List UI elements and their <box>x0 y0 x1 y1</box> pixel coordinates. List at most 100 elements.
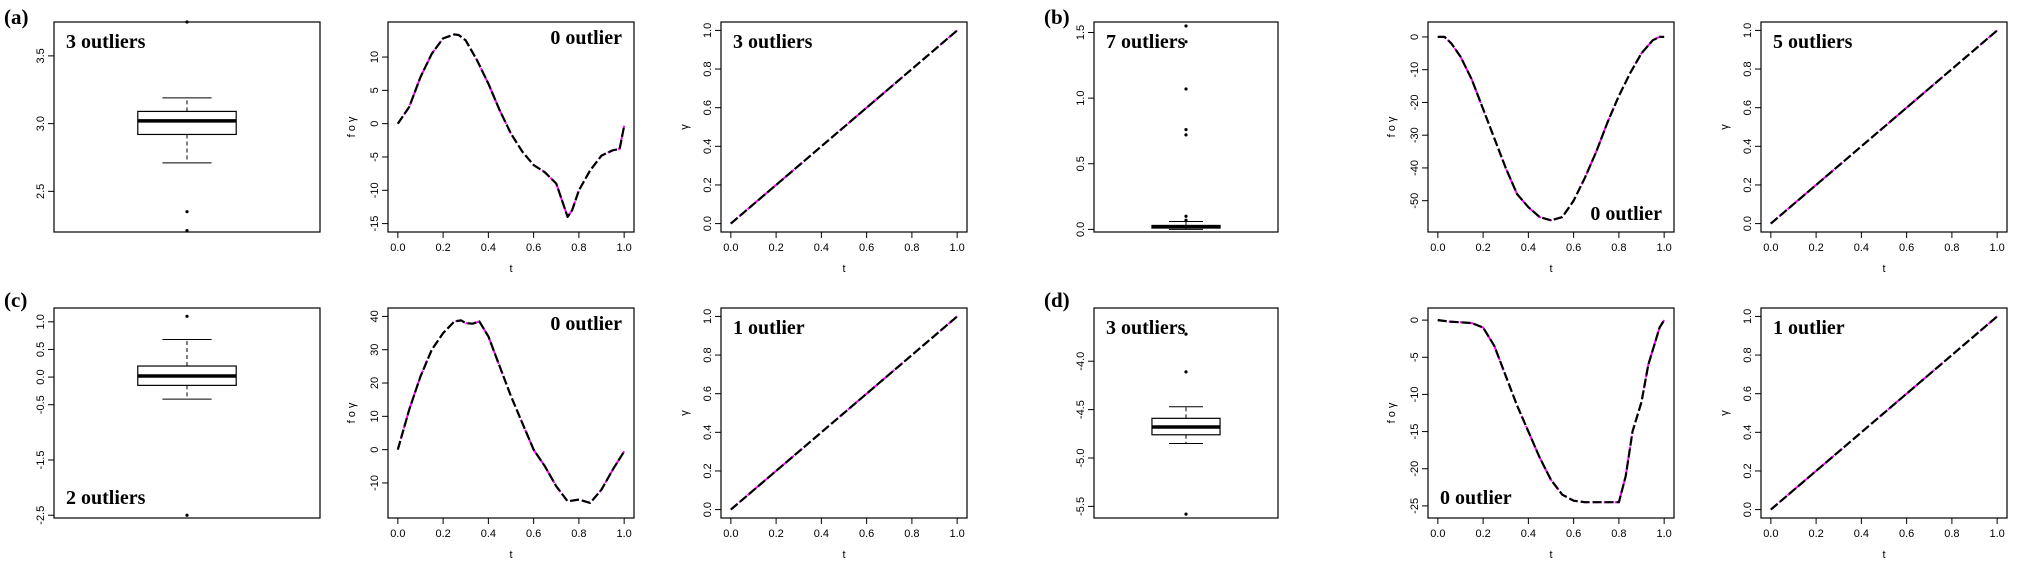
x-tick-label: 1.0 <box>1990 242 2005 254</box>
series-line <box>730 315 958 511</box>
x-tick-label: 0.6 <box>859 242 874 254</box>
y-tick-label: 10 <box>369 51 381 63</box>
y-tick-label: -50 <box>1409 193 1421 209</box>
y-tick-label: -15 <box>369 216 381 232</box>
series-overlay-blue <box>397 319 625 504</box>
chart-11: 0.0 0.2 0.4 0.6 0.8 1.0 0.0 0.2 0.4 0.6 0.8 1.0 t γ 1 … <box>1719 307 2008 561</box>
y-tick-label: 1.0 <box>702 23 714 38</box>
outlier-count-annotation: 2 outliers <box>66 487 146 509</box>
y-axis-label: f o γ <box>1386 402 1398 423</box>
y-tick-label: 0.0 <box>702 502 714 517</box>
outlier-count-annotation: 3 outliers <box>66 31 146 53</box>
outlier-count-annotation: 7 outliers <box>1106 31 1186 53</box>
chart-6: -2.5 -1.5 -0.5 0.0 0.5 1.0 2 outliers <box>35 307 321 525</box>
y-tick-label: -10 <box>1409 62 1421 78</box>
x-tick-label: 0.8 <box>904 242 919 254</box>
x-axis-label: t <box>1882 549 1885 561</box>
outlier-count-annotation: 1 outlier <box>1773 317 1845 339</box>
series-overlay-blue <box>1437 36 1665 222</box>
y-tick-label: -10 <box>369 475 381 491</box>
x-tick-label: 0.2 <box>1808 242 1823 254</box>
plot-frame <box>1760 307 2008 519</box>
y-tick-label: -20 <box>1409 461 1421 477</box>
x-tick-label: 0.8 <box>1944 242 1959 254</box>
panel-label-c: (c) <box>4 288 27 312</box>
y-tick-label: 0.4 <box>702 139 714 154</box>
series-line <box>1770 29 1998 225</box>
outlier-point <box>185 513 189 517</box>
y-tick-label: 0.8 <box>1742 347 1754 362</box>
y-tick-label: 1.0 <box>35 314 47 329</box>
outlier-point <box>1184 24 1188 28</box>
y-axis-label: γ <box>1719 124 1731 130</box>
y-tick-label: 0.4 <box>1742 425 1754 440</box>
plot-frame <box>387 307 635 519</box>
y-tick-label: 1.0 <box>702 309 714 324</box>
x-tick-label: 0.4 <box>1521 242 1536 254</box>
plot-frame <box>1427 307 1675 519</box>
outlier-point <box>1184 128 1188 132</box>
x-axis-label: t <box>509 549 512 561</box>
x-tick-label: 0.6 <box>859 528 874 540</box>
chart-1: -15 -10 -5 0 5 10 0.0 0.2 0.4 0.6 0.8 1.0 t f o γ 0 ou… <box>346 21 635 275</box>
x-tick-label: 0.2 <box>768 242 783 254</box>
y-tick-label: 0.6 <box>1742 386 1754 401</box>
outlier-point <box>185 229 189 233</box>
outlier-point <box>1184 214 1188 218</box>
outlier-count-annotation: 1 outlier <box>733 317 805 339</box>
y-tick-label: -15 <box>1409 424 1421 440</box>
x-tick-label: 0.6 <box>1566 242 1581 254</box>
x-tick-label: 0.2 <box>435 242 450 254</box>
chart-3: 0.0 0.5 1.0 1.5 7 outliers <box>1075 21 1279 237</box>
x-tick-label: 0.4 <box>481 242 496 254</box>
panel-label-d: (d) <box>1044 288 1070 312</box>
x-axis-label: t <box>1549 263 1552 275</box>
x-tick-label: 0.6 <box>526 528 541 540</box>
y-tick-label: 2.5 <box>35 184 47 199</box>
y-tick-label: 0 <box>369 447 381 453</box>
plot-frame <box>720 307 968 519</box>
x-tick-label: 0.2 <box>435 528 450 540</box>
y-tick-label: 0.2 <box>1742 177 1754 192</box>
y-tick-label: 0.0 <box>702 216 714 231</box>
y-tick-label: -0.5 <box>35 395 47 414</box>
x-tick-label: 0.4 <box>481 528 496 540</box>
x-tick-label: 1.0 <box>1990 528 2005 540</box>
outlier-point <box>1184 370 1188 374</box>
plot-frame <box>53 307 321 519</box>
x-tick-label: 1.0 <box>617 242 632 254</box>
series-overlay-magenta <box>396 319 626 504</box>
y-tick-label: -30 <box>1409 127 1421 143</box>
y-tick-label: 0 <box>369 121 381 127</box>
y-tick-label: 0.2 <box>1742 463 1754 478</box>
y-tick-label: 0.4 <box>702 425 714 440</box>
chart-5: 0.0 0.2 0.4 0.6 0.8 1.0 0.0 0.2 0.4 0.6 0.8 1.0 t γ 5 … <box>1719 21 2008 275</box>
plot-frame <box>1760 21 2008 233</box>
y-axis-label: γ <box>1719 410 1731 416</box>
x-tick-label: 0.0 <box>1763 528 1778 540</box>
series-line <box>396 319 626 504</box>
series-overlay-blue <box>397 33 625 218</box>
y-tick-label: 0 <box>1409 34 1421 40</box>
outlier-point <box>1184 87 1188 91</box>
series-overlay-magenta <box>396 33 626 218</box>
y-tick-label: 10 <box>369 410 381 422</box>
outlier-point <box>1184 40 1188 44</box>
series-line <box>1770 315 1998 511</box>
series-line <box>730 29 958 225</box>
y-axis-label: γ <box>679 124 691 130</box>
x-axis-label: t <box>1549 549 1552 561</box>
y-tick-label: -4.0 <box>1075 352 1087 371</box>
chart-10: -25 -20 -15 -10 -5 0 0.0 0.2 0.4 0.6 0.8 1.0 t f o γ 0… <box>1386 307 1675 561</box>
y-tick-label: 20 <box>369 377 381 389</box>
y-axis-label: f o γ <box>346 116 358 137</box>
x-tick-label: 0.2 <box>1475 242 1490 254</box>
y-axis-label: γ <box>679 410 691 416</box>
x-axis-label: t <box>842 549 845 561</box>
chart-2: 0.0 0.2 0.4 0.6 0.8 1.0 0.0 0.2 0.4 0.6 0.8 1.0 t γ 3 … <box>679 21 968 275</box>
y-tick-label: 0.6 <box>1742 100 1754 115</box>
y-tick-label: 0.8 <box>1742 61 1754 76</box>
series-overlay-magenta <box>1437 35 1665 222</box>
x-tick-label: 0.0 <box>723 528 738 540</box>
